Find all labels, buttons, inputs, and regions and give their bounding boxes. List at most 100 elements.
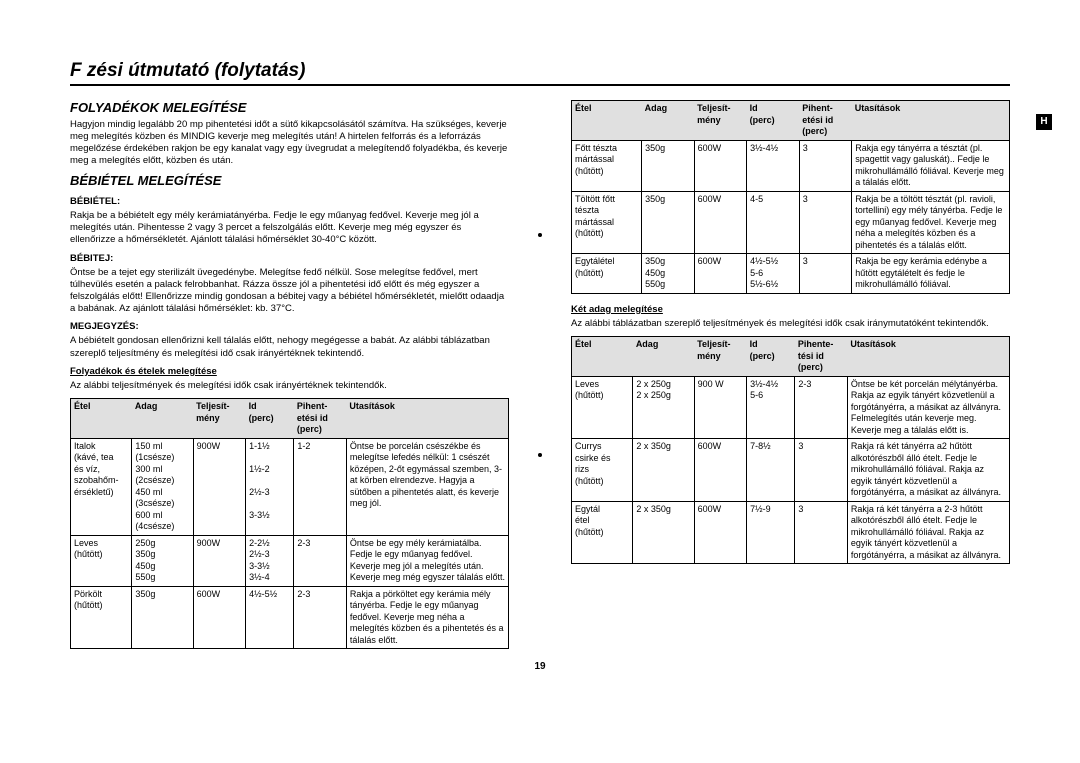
th-food: Étel (572, 101, 642, 141)
table-cell: Rakja be a töltött tésztát (pl. ravioli,… (852, 191, 1010, 254)
liquids-text: Hagyjon mindig legalább 20 mp pihentetés… (70, 119, 509, 168)
liquids-heading: FOLYADÉKOK MELEGÍTÉSE (70, 100, 509, 117)
table-cell: 1-2 (294, 438, 347, 535)
table-cell: 350g450g550g (642, 254, 695, 294)
th-time: Id(perc) (246, 399, 294, 439)
table-cell: 600W (694, 439, 747, 502)
table-cell: Rakja a pörköltet egy kerámia mély tányé… (346, 586, 508, 649)
baby-note-label: MEGJEGYZÉS: (70, 321, 509, 333)
table-row: Curryscsirke ésrizs(hűtött)2 x 350g600W7… (572, 439, 1010, 502)
right-column: Étel Adag Teljesít-mény Id(perc) Pihent-… (571, 98, 1010, 649)
table-cell: Töltött főtttésztamártással(hűtött) (572, 191, 642, 254)
table-cell: Főtt tésztamártással(hűtött) (572, 140, 642, 191)
table-cell: Curryscsirke ésrizs(hűtött) (572, 439, 633, 502)
th-rest: Pihente-tési id(perc) (795, 337, 848, 377)
baby-milk-text: Öntse be a tejet egy sterilizált üvegedé… (70, 267, 509, 316)
table-cell: 7½-9 (747, 501, 795, 564)
table-cell: 350g (642, 191, 695, 254)
table-cell: 350g (132, 586, 193, 649)
table-cell: 2 x 350g (633, 501, 694, 564)
table-cell: 600W (694, 140, 747, 191)
table-cell: 3½-4½ (747, 140, 800, 191)
table-cell: 150 ml(1csésze)300 ml(2csésze)450 ml(3cs… (132, 438, 193, 535)
th-instr: Utasítások (852, 101, 1010, 141)
table-row: Leves(hűtött)2 x 250g2 x 250g900 W3½-4½5… (572, 376, 1010, 439)
table-row: Egytálétel(hűtött)2 x 350g600W7½-93Rakja… (572, 501, 1010, 564)
baby-food-label: BÉBIÉTEL: (70, 196, 509, 208)
table-cell: Rakja rá két tányérra a 2-3 hűtött alkot… (847, 501, 1009, 564)
table-cell: 3 (795, 439, 848, 502)
table-cell: Egytálétel(hűtött) (572, 501, 633, 564)
table-cell: 3 (799, 140, 852, 191)
table-cell: 1-1½1½-22½-33-3½ (246, 438, 294, 535)
table-cell: Öntse be egy mély kerámiatálba. Fedje le… (346, 535, 508, 586)
two-portions-intro: Az alábbi táblázatban szereplő teljesítm… (571, 318, 1010, 330)
th-time: Id(perc) (747, 101, 800, 141)
table-cell: Öntse be két porcelán mélytányérba. Rakj… (847, 376, 1009, 439)
table-cell: 900W (193, 438, 246, 535)
table-cell: 600W (694, 254, 747, 294)
th-portion: Adag (642, 101, 695, 141)
table-cell: 250g350g450g550g (132, 535, 193, 586)
th-portion: Adag (132, 399, 193, 439)
side-tab: H (1036, 114, 1052, 130)
th-power: Teljesít-mény (193, 399, 246, 439)
table-row: Egytálétel(hűtött)350g450g550g600W4½-5½5… (572, 254, 1010, 294)
table-cell: 600W (694, 501, 747, 564)
table-cell: Rakja rá két tányérra a2 hűtött alkotóré… (847, 439, 1009, 502)
th-rest: Pihent-etési id(perc) (799, 101, 852, 141)
reheat-heading: Folyadékok és ételek melegítése (70, 366, 509, 378)
table-row: Főtt tésztamártással(hűtött)350g600W3½-4… (572, 140, 1010, 191)
page-title: F zési útmutató (folytatás) (70, 60, 1010, 86)
table-cell: 2-2½2½-33-3½3½-4 (246, 535, 294, 586)
table-cell: Rakja egy tányérra a tésztát (pl. spaget… (852, 140, 1010, 191)
table-cell: 4½-5½5-65½-6½ (747, 254, 800, 294)
table-cell: 3 (799, 254, 852, 294)
table-cell: Egytálétel(hűtött) (572, 254, 642, 294)
th-power: Teljesít-mény (694, 101, 747, 141)
table-cell: Italok(kávé, teaés víz,szobahőm-érséklet… (71, 438, 132, 535)
table-cell: Öntse be porcelán csészékbe és melegítse… (346, 438, 508, 535)
table-cell: 7-8½ (747, 439, 795, 502)
th-instr: Utasítások (346, 399, 508, 439)
baby-note-text: A bébiételt gondosan ellenőrizni kell tá… (70, 335, 509, 359)
table-reheat-2: Étel Adag Teljesít-mény Id(perc) Pihent-… (571, 100, 1010, 294)
th-power: Teljesít-mény (694, 337, 747, 377)
table-cell: 3½-4½5-6 (747, 376, 795, 439)
binder-dots (535, 98, 545, 649)
table-cell: Leves(hűtött) (572, 376, 633, 439)
baby-food-text: Rakja be a bébiételt egy mély kerámiatán… (70, 210, 509, 246)
baby-heading: BÉBIÉTEL MELEGÍTÉSE (70, 173, 509, 190)
two-portions-heading: Két adag melegítése (571, 304, 1010, 316)
baby-milk-label: BÉBITEJ: (70, 253, 509, 265)
table-cell: 2 x 350g (633, 439, 694, 502)
table-cell: 350g (642, 140, 695, 191)
left-column: FOLYADÉKOK MELEGÍTÉSE Hagyjon mindig leg… (70, 98, 509, 649)
table-row: Leves(hűtött)250g350g450g550g900W2-2½2½-… (71, 535, 509, 586)
table-cell: 3 (795, 501, 848, 564)
th-time: Id(perc) (747, 337, 795, 377)
th-food: Étel (572, 337, 633, 377)
table-cell: 900 W (694, 376, 747, 439)
table-cell: 900W (193, 535, 246, 586)
table-cell: 600W (694, 191, 747, 254)
table-cell: Leves(hűtött) (71, 535, 132, 586)
th-portion: Adag (633, 337, 694, 377)
th-rest: Pihent-etési id(perc) (294, 399, 347, 439)
page-number: 19 (70, 661, 1010, 672)
table-cell: 600W (193, 586, 246, 649)
table-cell: 4½-5½ (246, 586, 294, 649)
table-cell: 2 x 250g2 x 250g (633, 376, 694, 439)
table-reheat: Étel Adag Teljesít-mény Id(perc) Pihent-… (70, 398, 509, 649)
table-cell: Pörkölt(hűtött) (71, 586, 132, 649)
table-cell: 4-5 (747, 191, 800, 254)
table-cell: 2-3 (294, 535, 347, 586)
table-row: Italok(kávé, teaés víz,szobahőm-érséklet… (71, 438, 509, 535)
table-cell: Rakja be egy kerámia edénybe a hűtött eg… (852, 254, 1010, 294)
th-food: Étel (71, 399, 132, 439)
th-instr: Utasítások (847, 337, 1009, 377)
table-cell: 2-3 (795, 376, 848, 439)
table-cell: 3 (799, 191, 852, 254)
reheat-intro: Az alábbi teljesítmények és melegítési i… (70, 380, 509, 392)
table-cell: 2-3 (294, 586, 347, 649)
